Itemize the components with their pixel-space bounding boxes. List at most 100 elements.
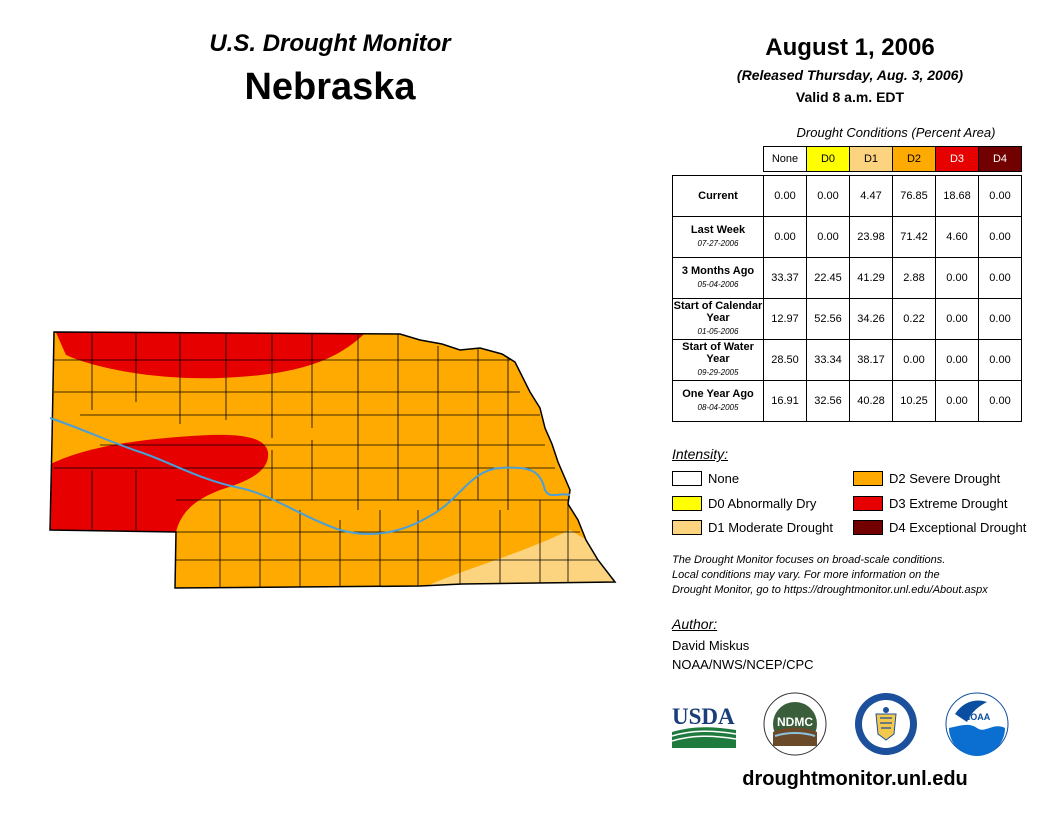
legend-swatch [672,520,702,535]
ndmc-logo-text: NDMC [777,715,813,729]
cell: 4.47 [849,175,893,217]
usda-logo-icon: USDA [672,704,736,748]
cell: 34.26 [849,298,893,340]
author-org: NOAA/NWS/NCEP/CPC [672,657,814,672]
table-row: Current 0.00 0.00 4.47 76.85 18.68 0.00 [672,175,1022,217]
cell: 28.50 [763,339,807,381]
author-name: David Miskus [672,638,750,653]
county-lines [54,332,600,588]
cell: 0.00 [763,216,807,258]
cell: 0.00 [935,298,979,340]
col-d2: D2 [892,146,936,172]
map-date: August 1, 2006 [765,34,935,61]
cell: 4.60 [935,216,979,258]
row-label: Current [672,175,764,217]
valid-time: Valid 8 a.m. EDT [795,89,905,105]
cell: 0.00 [978,216,1022,258]
state-border [49,331,617,589]
cell: 41.29 [849,257,893,299]
d3-north-area [54,332,370,379]
table-row: Start of Water Year 09-29-2005 28.50 33.3… [672,339,1022,381]
row-label: Last Week 07-27-2006 [672,216,764,258]
legend-swatch [853,471,883,486]
legend-label: D2 Severe Drought [889,471,1001,486]
legend-item-d4: D4 Exceptional Drought [853,520,1026,535]
legend-label: None [708,471,740,486]
cell: 76.85 [892,175,936,217]
row-label: Start of Water Year 09-29-2005 [672,339,764,381]
legend-item-d0: D0 Abnormally Dry [672,496,816,511]
drought-conditions-table: None D0 D1 D2 D3 D4 Current 0.00 0.00 4.… [672,146,1022,422]
note-line: Drought Monitor, go to https://droughtmo… [672,584,988,596]
row-label: 3 Months Ago 05-04-2006 [672,257,764,299]
author-title: Author: [672,616,718,632]
cell: 23.98 [849,216,893,258]
note-line: The Drought Monitor focuses on broad-sca… [672,554,946,566]
noaa-logo-icon: NOAA [945,692,1009,756]
table-caption: Drought Conditions (Percent Area) [796,125,996,140]
table-row: One Year Ago 08-04-2005 16.91 32.56 40.28… [672,380,1022,422]
cell: 0.00 [806,175,850,217]
cell: 0.00 [978,175,1022,217]
legend-swatch [672,496,702,511]
table-row: Start of Calendar Year 01-05-2006 12.97 5… [672,298,1022,340]
website-link[interactable]: droughtmonitor.unl.edu [742,768,968,790]
d3-west-area [50,434,269,534]
cell: 12.97 [763,298,807,340]
cell: 10.25 [892,380,936,422]
cell: 71.42 [892,216,936,258]
cell: 0.00 [935,257,979,299]
usda-logo-text: USDA [672,704,735,729]
legend-swatch [853,496,883,511]
cell: 0.00 [935,339,979,381]
commerce-seal-icon [855,693,917,755]
cell: 0.00 [978,380,1022,422]
table-row: 3 Months Ago 05-04-2006 33.37 22.45 41.29… [672,257,1022,299]
cell: 40.28 [849,380,893,422]
note-line: Local conditions may vary. For more info… [672,569,940,581]
col-none: None [763,146,807,172]
legend-swatch [672,471,702,486]
disclaimer-note: The Drought Monitor focuses on broad-sca… [672,553,1042,598]
legend-label: D1 Moderate Drought [708,520,834,535]
cell: 33.37 [763,257,807,299]
cell: 33.34 [806,339,850,381]
cell: 32.56 [806,380,850,422]
cell: 0.00 [892,339,936,381]
legend-item-d3: D3 Extreme Drought [853,496,1008,511]
cell: 0.00 [806,216,850,258]
noaa-logo-text: NOAA [964,712,991,722]
release-date: (Released Thursday, Aug. 3, 2006) [736,67,964,83]
cell: 0.00 [978,257,1022,299]
cell: 18.68 [935,175,979,217]
legend-label: D4 Exceptional Drought [889,520,1027,535]
col-d4: D4 [978,146,1022,172]
cell: 0.00 [978,339,1022,381]
cell: 16.91 [763,380,807,422]
row-label: One Year Ago 08-04-2005 [672,380,764,422]
cell: 0.22 [892,298,936,340]
row-label: Start of Calendar Year 01-05-2006 [672,298,764,340]
cell: 0.00 [935,380,979,422]
legend-label: D3 Extreme Drought [889,496,1008,511]
cell: 22.45 [806,257,850,299]
table-row: Last Week 07-27-2006 0.00 0.00 23.98 71.4… [672,216,1022,258]
col-d3: D3 [935,146,979,172]
state-name: Nebraska [244,66,416,108]
col-d0: D0 [806,146,850,172]
legend-title: Intensity: [672,446,729,462]
cell: 52.56 [806,298,850,340]
legend-item-d1: D1 Moderate Drought [672,520,833,535]
legend-item-d2: D2 Severe Drought [853,471,1000,486]
cell: 0.00 [978,298,1022,340]
legend-label: D0 Abnormally Dry [708,496,817,511]
nebraska-drought-map [49,331,617,589]
cell: 0.00 [763,175,807,217]
legend-item-none: None [672,471,739,486]
map-title: U.S. Drought Monitor [209,30,451,57]
col-d1: D1 [849,146,893,172]
legend-swatch [853,520,883,535]
cell: 2.88 [892,257,936,299]
cell: 38.17 [849,339,893,381]
ndmc-logo-icon: NDMC [763,692,827,756]
